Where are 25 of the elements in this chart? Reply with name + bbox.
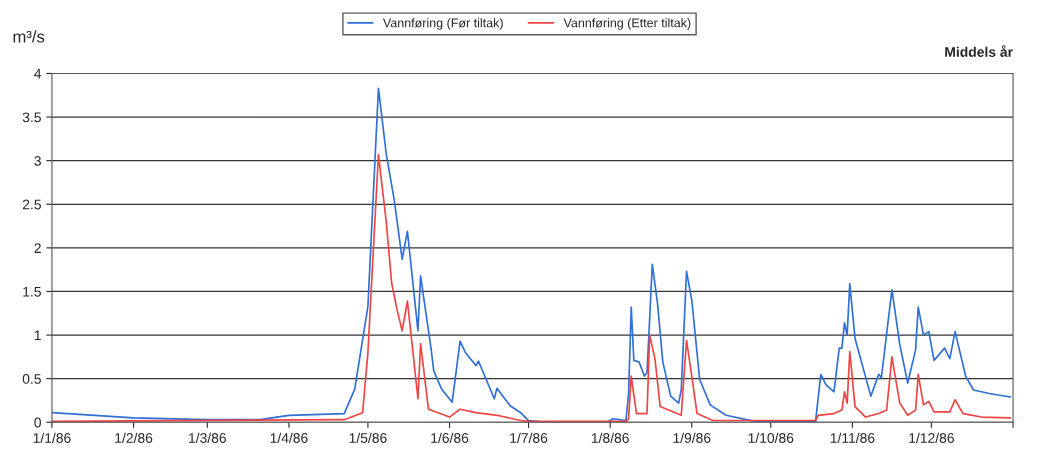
x-tick-label: 1/10/86 xyxy=(748,432,794,443)
y-tick-label: 2 xyxy=(34,243,41,253)
legend-label: Vannføring (Før tiltak) xyxy=(382,18,503,30)
x-tick-label: 1/1/86 xyxy=(33,432,71,443)
x-tick-label: 1/4/86 xyxy=(270,432,308,443)
x-tick-label: 1/11/86 xyxy=(830,432,875,443)
y-axis-title: m³/s xyxy=(13,30,45,43)
x-tick-label: 1/3/86 xyxy=(189,432,226,443)
y-tick-label: 2.5 xyxy=(22,199,41,210)
y-tick-label: 1.5 xyxy=(23,286,41,297)
y-tick-label: 0.5 xyxy=(22,374,41,384)
y-tick-label: 1 xyxy=(34,330,41,341)
x-tick-label: 1/8/86 xyxy=(591,432,629,443)
legend-label: Vannføring (Etter tiltak) xyxy=(563,18,691,30)
y-tick-label: 0 xyxy=(34,417,41,428)
x-tick-label: 1/5/86 xyxy=(349,432,387,443)
x-tick-label: 1/2/86 xyxy=(115,432,153,443)
x-tick-label: 1/6/86 xyxy=(431,432,469,443)
chart-title: Middels år xyxy=(945,45,1013,57)
y-tick-label: 3 xyxy=(34,155,41,166)
x-tick-label: 1/7/86 xyxy=(510,432,548,443)
x-tick-label: 1/12/86 xyxy=(909,432,954,443)
y-tick-label: 4 xyxy=(34,68,42,79)
x-tick-label: 1/9/86 xyxy=(673,432,711,443)
y-tick-label: 3.5 xyxy=(22,112,41,123)
